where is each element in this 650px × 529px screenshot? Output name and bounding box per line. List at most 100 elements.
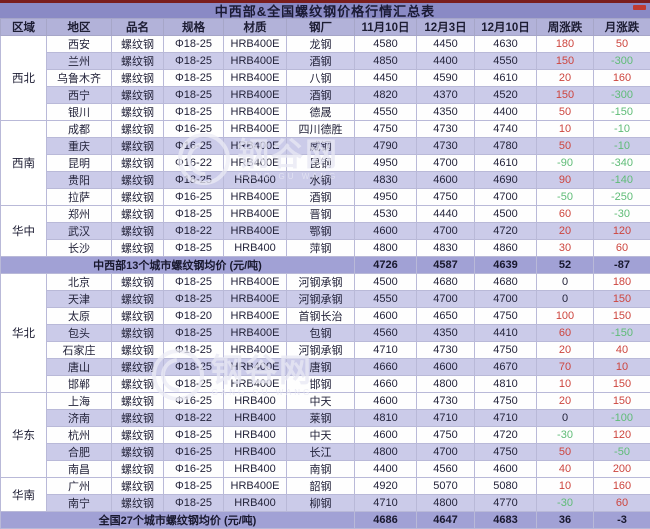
cell-city: 南昌 <box>47 461 112 478</box>
cell-product: 螺纹钢 <box>112 427 164 444</box>
cell-price-dec10: 4750 <box>475 342 537 359</box>
cell-spec: Φ16-25 <box>164 444 224 461</box>
cell-city: 杭州 <box>47 427 112 444</box>
cell-price-dec3: 4647 <box>417 512 475 529</box>
cell-city: 武汉 <box>47 223 112 240</box>
cell-price-dec10: 4810 <box>475 376 537 393</box>
cell-price-dec3: 4440 <box>417 206 475 223</box>
cell-price-dec3: 4700 <box>417 223 475 240</box>
cell-material: HRB400E <box>224 70 287 87</box>
cell-spec: Φ18-25 <box>164 240 224 257</box>
cell-price-nov10: 4550 <box>355 104 417 121</box>
cell-material: HRB400E <box>224 359 287 376</box>
column-header: 钢厂 <box>287 19 355 36</box>
cell-material: HRB400E <box>224 223 287 240</box>
cell-week-change: 90 <box>537 172 594 189</box>
cell-price-dec3: 5070 <box>417 478 475 495</box>
cell-price-dec3: 4710 <box>417 410 475 427</box>
cell-material: HRB400E <box>224 36 287 53</box>
cell-mill: 河钢承钢 <box>287 291 355 308</box>
cell-price-nov10: 4820 <box>355 87 417 104</box>
cell-price-nov10: 4400 <box>355 461 417 478</box>
cell-price-nov10: 4600 <box>355 308 417 325</box>
cell-spec: Φ16-25 <box>164 189 224 206</box>
cell-city: 合肥 <box>47 444 112 461</box>
cell-price-dec10: 4683 <box>475 512 537 529</box>
cell-mill: 酒钢 <box>287 53 355 70</box>
cell-week-change: 30 <box>537 240 594 257</box>
cell-mill: 鄂钢 <box>287 223 355 240</box>
cell-price-dec10: 4550 <box>475 53 537 70</box>
cell-price-dec10: 4500 <box>475 206 537 223</box>
cell-price-dec3: 4560 <box>417 461 475 478</box>
cell-product: 螺纹钢 <box>112 206 164 223</box>
cell-product: 螺纹钢 <box>112 478 164 495</box>
cell-mill: 河钢承钢 <box>287 274 355 291</box>
cell-spec: Φ18-25 <box>164 376 224 393</box>
cell-price-nov10: 4920 <box>355 478 417 495</box>
cell-price-nov10: 4600 <box>355 393 417 410</box>
cell-spec: Φ18-25 <box>164 70 224 87</box>
cell-week-change: 20 <box>537 342 594 359</box>
cell-month-change: -100 <box>594 410 650 427</box>
cell-price-dec10: 4690 <box>475 172 537 189</box>
cell-city: 北京 <box>47 274 112 291</box>
cell-region: 华北 <box>1 274 47 393</box>
cell-city: 太原 <box>47 308 112 325</box>
cell-mill: 韶钢 <box>287 478 355 495</box>
cell-product: 螺纹钢 <box>112 36 164 53</box>
cell-week-change: -50 <box>537 189 594 206</box>
cell-product: 螺纹钢 <box>112 461 164 478</box>
cell-product: 螺纹钢 <box>112 376 164 393</box>
cell-spec: Φ18-22 <box>164 223 224 240</box>
cell-region: 西北 <box>1 36 47 121</box>
cell-price-dec10: 4639 <box>475 257 537 274</box>
cell-price-dec10: 4780 <box>475 138 537 155</box>
cell-city: 南宁 <box>47 495 112 512</box>
cell-city: 乌鲁木齐 <box>47 70 112 87</box>
cell-mill: 河钢承钢 <box>287 342 355 359</box>
cell-material: HRB400E <box>224 53 287 70</box>
cell-price-dec3: 4350 <box>417 104 475 121</box>
cell-mill: 莱钢 <box>287 410 355 427</box>
cell-product: 螺纹钢 <box>112 87 164 104</box>
cell-city: 银川 <box>47 104 112 121</box>
cell-material: HRB400E <box>224 138 287 155</box>
cell-city: 包头 <box>47 325 112 342</box>
cell-spec: Φ18-25 <box>164 478 224 495</box>
cell-price-dec3: 4730 <box>417 393 475 410</box>
cell-month-change: 50 <box>594 36 650 53</box>
cell-month-change: -340 <box>594 155 650 172</box>
cell-week-change: 150 <box>537 53 594 70</box>
cell-product: 螺纹钢 <box>112 291 164 308</box>
cell-material: HRB400E <box>224 274 287 291</box>
cell-material: HRB400E <box>224 155 287 172</box>
cell-month-change: -3 <box>594 512 650 529</box>
column-header: 规格 <box>164 19 224 36</box>
cell-spec: Φ18-25 <box>164 495 224 512</box>
column-header: 月涨跌 <box>594 19 650 36</box>
cell-spec: Φ16-25 <box>164 393 224 410</box>
cell-price-nov10: 4580 <box>355 36 417 53</box>
cell-spec: Φ18-25 <box>164 359 224 376</box>
column-header: 11月10日 <box>355 19 417 36</box>
cell-spec: Φ18-20 <box>164 308 224 325</box>
cell-material: HRB400E <box>224 376 287 393</box>
cell-month-change: 40 <box>594 342 650 359</box>
cell-material: HRB400E <box>224 121 287 138</box>
cell-week-change: 40 <box>537 461 594 478</box>
cell-spec: Φ16-25 <box>164 138 224 155</box>
cell-city: 贵阳 <box>47 172 112 189</box>
cell-price-dec10: 4680 <box>475 274 537 291</box>
cell-price-dec3: 4600 <box>417 359 475 376</box>
cell-city: 广州 <box>47 478 112 495</box>
cell-week-change: 0 <box>537 274 594 291</box>
cell-mill: 四川德胜 <box>287 121 355 138</box>
cell-price-dec10: 4670 <box>475 359 537 376</box>
